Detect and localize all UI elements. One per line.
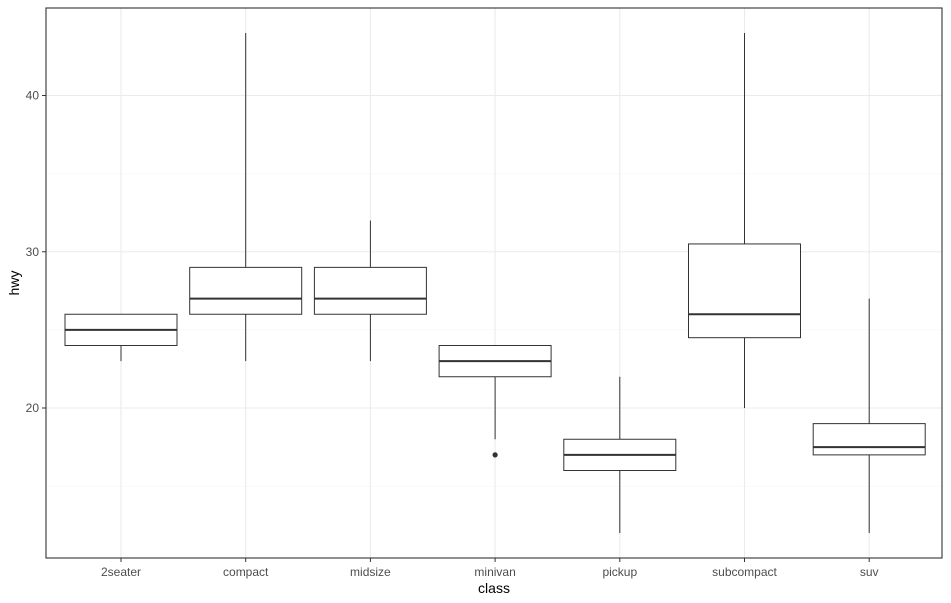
box-pickup — [563, 376, 677, 533]
x-axis-title: class — [478, 580, 510, 596]
x-tick-label: pickup — [602, 565, 637, 579]
box-iqr — [189, 266, 303, 315]
grid-lines — [46, 8, 942, 558]
box-compact — [189, 33, 303, 362]
y-tick-label: 30 — [26, 245, 40, 259]
box-iqr — [688, 243, 801, 339]
y-tick-label: 20 — [26, 401, 40, 415]
axis-ticks: 20 30 40 2seater compact midsize minivan pickup… — [26, 89, 879, 580]
outlier-point — [492, 452, 498, 458]
box-iqr — [812, 423, 926, 456]
panel-border — [45, 7, 943, 559]
x-tick-label: 2seater — [101, 565, 141, 579]
box-2seater — [64, 313, 178, 362]
x-tick-label: midsize — [350, 565, 391, 579]
box-subcompact — [688, 33, 801, 408]
box-minivan — [438, 345, 552, 458]
x-tick-label: compact — [223, 565, 269, 579]
boxes — [64, 33, 926, 533]
x-tick-label: suv — [860, 565, 879, 579]
box-iqr — [313, 266, 427, 315]
box-suv — [812, 298, 926, 533]
y-tick-label: 40 — [26, 89, 40, 103]
box-midsize — [313, 220, 427, 362]
y-axis-title: hwy — [6, 271, 22, 296]
x-tick-label: subcompact — [712, 565, 777, 579]
x-tick-label: minivan — [474, 565, 515, 579]
